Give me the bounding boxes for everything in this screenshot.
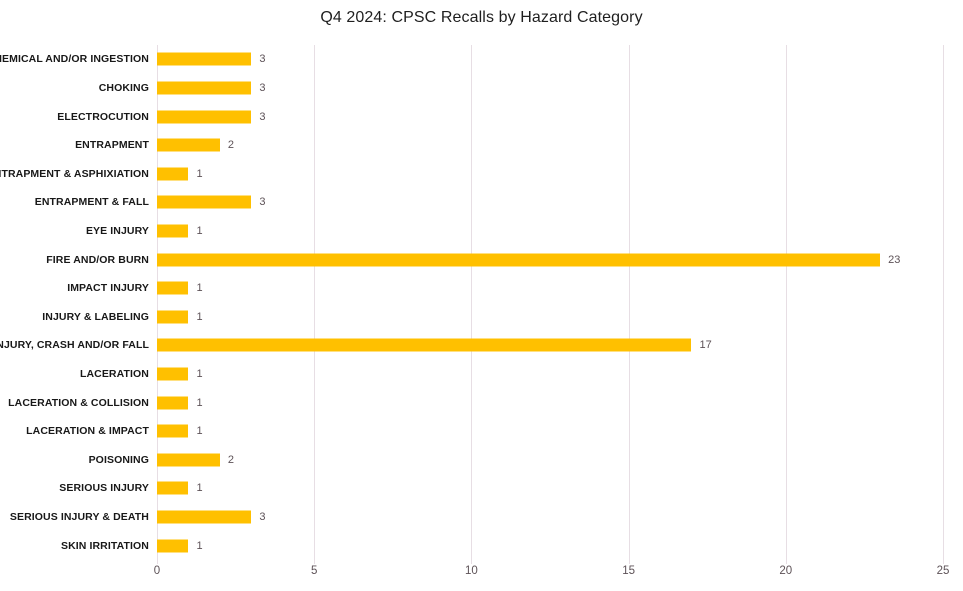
x-axis: 0 5 10 15 20 25	[153, 565, 950, 581]
category-label: CHEMICAL AND/OR INGESTION	[0, 53, 149, 66]
bar-row: ENTRAPMENT 2	[75, 131, 943, 160]
value-label: 2	[227, 453, 234, 466]
value-label: 1	[196, 425, 203, 438]
category-label: ENTRAPMENT & ASPHIXIATION	[0, 167, 149, 180]
bar	[157, 424, 189, 438]
bar-row: LACERATION & COLLISION 1	[8, 388, 943, 417]
x-tick-label: 0	[153, 565, 161, 577]
bar	[157, 453, 220, 467]
category-label: FIRE AND/OR BURN	[46, 253, 149, 266]
bar-row: INJURY & LABELING 1	[42, 302, 943, 331]
category-label: CHOKING	[98, 81, 149, 94]
gridline	[314, 45, 316, 560]
category-label: EYE INJURY	[85, 224, 149, 237]
bar	[157, 367, 189, 381]
bar-row: CHOKING 3	[99, 74, 943, 103]
category-label: LACERATION & IMPACT	[26, 425, 149, 438]
bar	[157, 481, 189, 495]
x-tick-label: 5	[310, 565, 318, 577]
category-label: INJURY, CRASH AND/OR FALL	[0, 339, 149, 352]
bar	[157, 195, 252, 209]
category-label: ENTRAPMENT & FALL	[34, 196, 149, 209]
plot-area: CHEMICAL AND/OR INGESTION 3 CHOKING 3 ELECTR…	[0, 45, 944, 564]
category-label: LACERATION	[79, 368, 149, 380]
bar	[157, 167, 189, 181]
value-label: 1	[196, 368, 203, 380]
bar-row: ENTRAPMENT & ASPHIXIATION 1	[0, 159, 943, 188]
bar-row: SERIOUS INJURY 1	[59, 474, 943, 503]
category-label: POISONING	[88, 453, 149, 466]
bar	[157, 81, 252, 95]
value-label: 23	[888, 253, 901, 266]
value-label: 1	[196, 167, 203, 180]
x-tick-label: 10	[464, 565, 478, 577]
bar-rows: CHEMICAL AND/OR INGESTION 3 CHOKING 3 ELECTR…	[0, 45, 943, 560]
value-label: 3	[259, 511, 266, 524]
axis-tick-mark	[314, 560, 316, 564]
value-label: 1	[196, 282, 203, 295]
bar	[157, 52, 252, 66]
bar	[157, 396, 189, 410]
bar-row: ELECTROCUTION 3	[57, 102, 943, 131]
category-label: LACERATION & COLLISION	[8, 396, 149, 409]
bar	[157, 138, 220, 152]
gridline	[943, 45, 944, 560]
chart-title: Q4 2024: CPSC Recalls by Hazard Category	[320, 9, 643, 26]
category-label: IMPACT INJURY	[67, 282, 149, 295]
category-label: SKIN IRRITATION	[60, 539, 149, 552]
axis-tick-mark	[157, 560, 158, 564]
category-label: ENTRAPMENT	[75, 139, 149, 152]
bar-row: EYE INJURY 1	[86, 217, 943, 246]
gridline	[785, 45, 787, 560]
x-tick-label: 20	[779, 565, 793, 577]
x-tick-label: 25	[936, 565, 950, 577]
bar	[157, 253, 881, 267]
value-label: 3	[259, 53, 266, 66]
bar-row: ENTRAPMENT & FALL 3	[35, 188, 943, 217]
gridline	[157, 45, 158, 560]
category-label: INJURY & LABELING	[42, 310, 149, 323]
gridline	[628, 45, 630, 560]
value-label: 1	[196, 539, 203, 552]
category-label: ELECTROCUTION	[57, 110, 149, 123]
value-label: 17	[699, 339, 712, 352]
bar	[157, 281, 189, 295]
value-label: 1	[196, 224, 203, 237]
value-label: 3	[259, 110, 266, 123]
bar-row: FIRE AND/OR BURN 23	[46, 245, 943, 274]
value-label: 3	[259, 196, 266, 209]
bar	[157, 224, 189, 238]
axis-tick-mark	[785, 560, 787, 564]
axis-tick-mark	[628, 560, 630, 564]
bar	[157, 110, 252, 124]
bar-row: LACERATION 1	[80, 360, 943, 389]
value-label: 3	[259, 81, 266, 94]
bar-row: SKIN IRRITATION 1	[61, 531, 943, 560]
value-label: 1	[196, 310, 203, 323]
bar	[157, 310, 189, 324]
bar-row: LACERATION & IMPACT 1	[26, 417, 943, 446]
gridline	[471, 45, 473, 560]
axis-tick-mark	[943, 560, 944, 564]
bar	[157, 338, 692, 352]
bar	[157, 510, 252, 524]
value-label: 1	[196, 396, 203, 409]
value-label: 2	[227, 139, 234, 152]
x-tick-label: 15	[622, 565, 635, 577]
bar-row: CHEMICAL AND/OR INGESTION 3	[0, 45, 943, 74]
bar-row: IMPACT INJURY 1	[67, 274, 943, 303]
value-label: 1	[196, 482, 203, 495]
bar-row: INJURY, CRASH AND/OR FALL 17	[0, 331, 943, 360]
axis-tick-mark	[471, 560, 473, 564]
category-label: SERIOUS INJURY	[59, 482, 149, 495]
bar-row: POISONING 2	[89, 446, 943, 475]
bar-row: SERIOUS INJURY & DEATH 3	[10, 503, 943, 532]
bar	[157, 539, 189, 553]
category-label: SERIOUS INJURY & DEATH	[9, 511, 149, 524]
